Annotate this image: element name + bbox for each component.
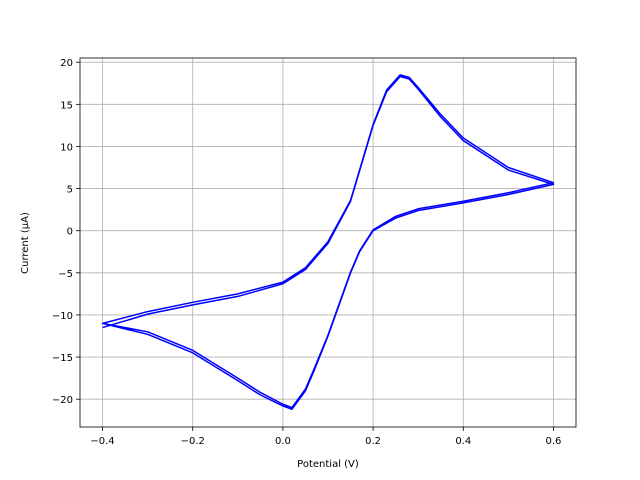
y-tick-label: −20 — [52, 395, 73, 406]
x-tick-label: −0.2 — [181, 436, 205, 447]
x-tick-label: 0.4 — [455, 436, 471, 447]
x-tick-label: 0.2 — [365, 436, 381, 447]
y-tick-label: −10 — [52, 311, 73, 322]
y-tick-label: 10 — [60, 142, 73, 153]
y-tick-label: 0 — [67, 227, 73, 238]
y-tick-label: 5 — [67, 185, 73, 196]
x-tick-label: 0.6 — [546, 436, 562, 447]
x-tick-label: −0.4 — [90, 436, 114, 447]
data-line — [101, 74, 555, 411]
y-tick-label: 20 — [60, 58, 73, 69]
y-tick-label: 15 — [60, 100, 73, 111]
x-tick-label: 0.0 — [275, 436, 291, 447]
y-axis-label: Current (μA) — [20, 212, 31, 274]
plot-frame — [79, 57, 577, 428]
x-axis-label: Potential (V) — [297, 459, 359, 470]
y-tick-label: −5 — [58, 269, 73, 280]
y-tick-label: −15 — [52, 353, 73, 364]
